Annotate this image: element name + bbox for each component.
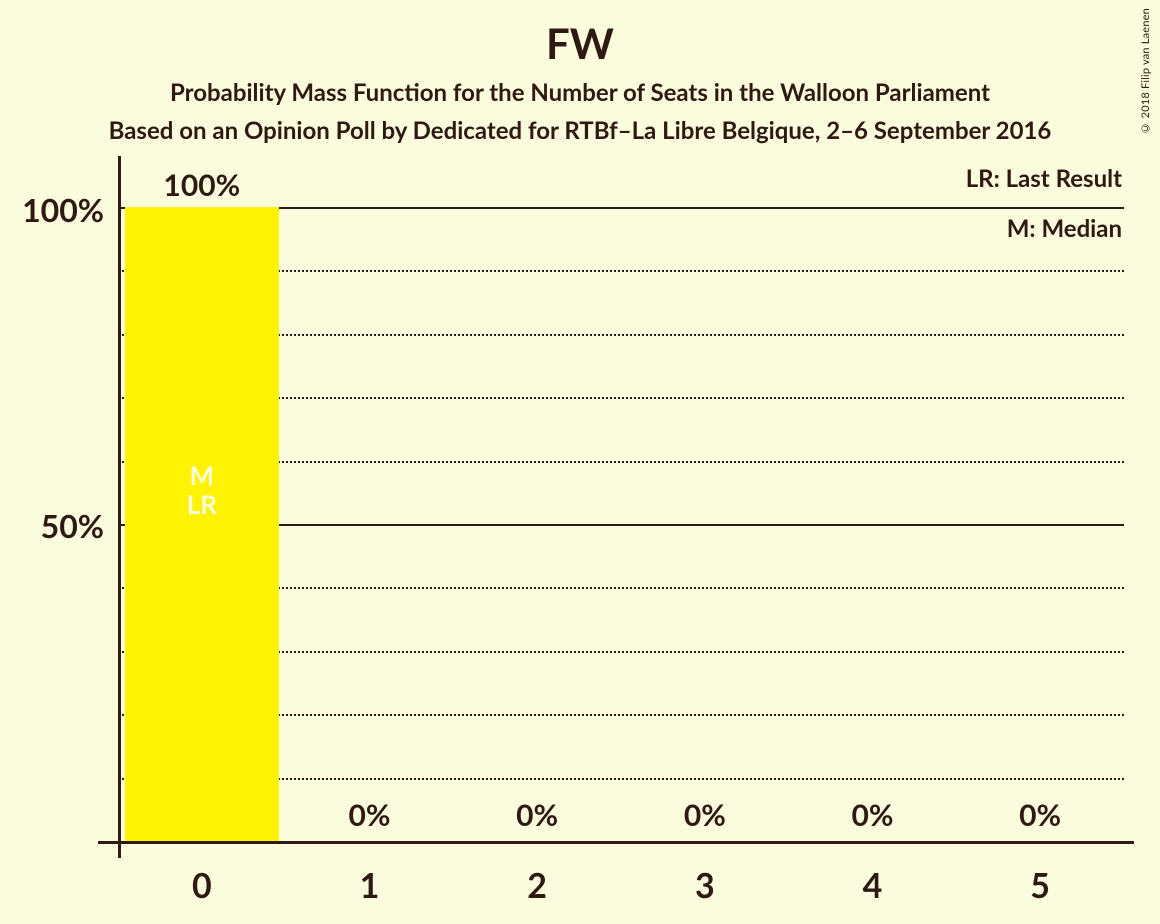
- x-tick: 4: [863, 865, 883, 906]
- legend-lr: LR: Last Result: [966, 164, 1122, 193]
- x-tick: 1: [360, 865, 380, 906]
- chart-subtitle-1: Probability Mass Function for the Number…: [0, 78, 1160, 107]
- y-tick-100: 100%: [8, 190, 104, 229]
- chart-title: FW: [0, 18, 1160, 68]
- bar-value-label: 0%: [1019, 797, 1061, 833]
- x-tick: 3: [695, 865, 715, 906]
- plot-area: [118, 207, 1124, 841]
- x-tick: 5: [1030, 865, 1050, 906]
- bar-value-label: 0%: [516, 797, 558, 833]
- bar-marker-labels: MLR: [187, 461, 217, 521]
- bar-marker-line: LR: [187, 490, 217, 520]
- bar: [125, 207, 279, 841]
- chart-subtitle-2: Based on an Opinion Poll by Dedicated fo…: [0, 116, 1160, 145]
- bar-value-label: 0%: [852, 797, 894, 833]
- bar-value-label: 100%: [163, 167, 240, 203]
- x-tick: 2: [527, 865, 547, 906]
- x-tick: 0: [192, 865, 212, 906]
- x-axis-line: [98, 841, 1134, 844]
- bar-value-label: 0%: [349, 797, 391, 833]
- y-tick-50: 50%: [8, 506, 104, 545]
- bar-marker-line: M: [187, 461, 217, 491]
- bar-value-label: 0%: [684, 797, 726, 833]
